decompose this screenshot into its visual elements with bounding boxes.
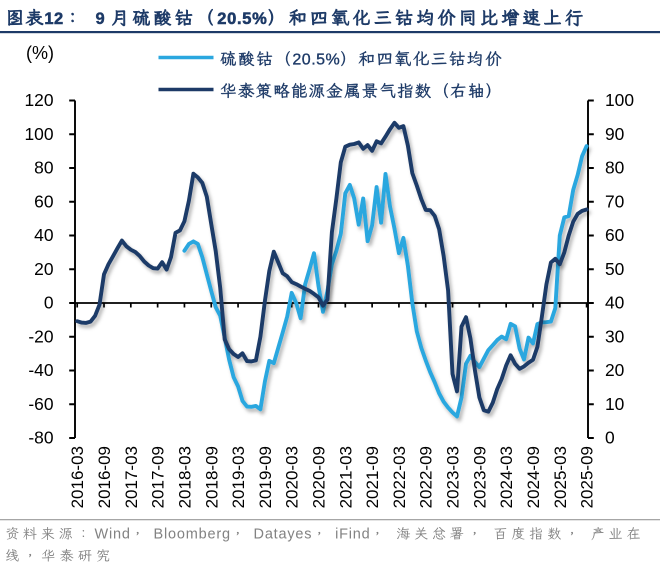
svg-text:(%): (%) bbox=[26, 43, 54, 63]
svg-text:0: 0 bbox=[605, 428, 615, 448]
svg-text:2019-09: 2019-09 bbox=[256, 446, 275, 508]
svg-text:120: 120 bbox=[24, 90, 53, 110]
svg-text:60: 60 bbox=[605, 225, 624, 245]
svg-text:2025-09: 2025-09 bbox=[578, 446, 597, 508]
svg-text:60: 60 bbox=[34, 191, 53, 211]
svg-text:20: 20 bbox=[34, 259, 53, 279]
svg-text:2022-03: 2022-03 bbox=[390, 446, 409, 508]
svg-text:80: 80 bbox=[605, 158, 624, 178]
svg-text:月硫酸钴（20.5%）和四氧化三钴均价同比增速上行: 月硫酸钴（20.5%）和四氧化三钴均价同比增速上行 bbox=[111, 6, 586, 30]
svg-text:2023-09: 2023-09 bbox=[470, 446, 489, 508]
svg-text:2016-09: 2016-09 bbox=[95, 446, 114, 508]
svg-text:图表12：: 图表12： bbox=[6, 6, 83, 30]
svg-text:40: 40 bbox=[605, 293, 624, 313]
svg-text:2016-03: 2016-03 bbox=[68, 446, 87, 508]
svg-text:40: 40 bbox=[34, 225, 53, 245]
svg-text:线，华泰研究: 线，华泰研究 bbox=[5, 547, 114, 565]
svg-text:2020-03: 2020-03 bbox=[283, 446, 302, 508]
svg-text:华泰策略能源金属景气指数（右轴）: 华泰策略能源金属景气指数（右轴） bbox=[220, 80, 503, 102]
svg-text:10: 10 bbox=[605, 394, 624, 414]
svg-text:2018-03: 2018-03 bbox=[175, 446, 194, 508]
svg-text:2024-03: 2024-03 bbox=[497, 446, 516, 508]
svg-text:80: 80 bbox=[34, 158, 53, 178]
svg-text:9: 9 bbox=[96, 10, 105, 28]
svg-text:100: 100 bbox=[24, 124, 53, 144]
svg-text:2020-09: 2020-09 bbox=[310, 446, 329, 508]
svg-text:资料来源：Wind， Bloomberg， Datayes，: 资料来源：Wind， Bloomberg， Datayes， iFind， 海关… bbox=[5, 525, 644, 543]
svg-text:2021-09: 2021-09 bbox=[363, 446, 382, 508]
svg-text:2019-03: 2019-03 bbox=[229, 446, 248, 508]
svg-text:2021-03: 2021-03 bbox=[336, 446, 355, 508]
svg-text:-60: -60 bbox=[28, 394, 53, 414]
svg-text:-80: -80 bbox=[28, 428, 53, 448]
svg-text:50: 50 bbox=[605, 259, 624, 279]
svg-text:100: 100 bbox=[605, 90, 634, 110]
svg-text:-20: -20 bbox=[28, 326, 53, 346]
svg-text:70: 70 bbox=[605, 191, 624, 211]
svg-text:2024-09: 2024-09 bbox=[524, 446, 543, 508]
svg-text:0: 0 bbox=[44, 293, 54, 313]
svg-text:-40: -40 bbox=[28, 360, 53, 380]
svg-text:2018-09: 2018-09 bbox=[202, 446, 221, 508]
svg-text:2017-03: 2017-03 bbox=[122, 446, 141, 508]
svg-text:90: 90 bbox=[605, 124, 624, 144]
svg-text:2023-03: 2023-03 bbox=[444, 446, 463, 508]
svg-text:2022-09: 2022-09 bbox=[417, 446, 436, 508]
svg-text:30: 30 bbox=[605, 326, 624, 346]
svg-text:2017-09: 2017-09 bbox=[149, 446, 168, 508]
svg-text:2025-03: 2025-03 bbox=[551, 446, 570, 508]
svg-text:硫酸钴（20.5%）和四氧化三钴均价: 硫酸钴（20.5%）和四氧化三钴均价 bbox=[220, 48, 503, 70]
svg-text:20: 20 bbox=[605, 360, 624, 380]
